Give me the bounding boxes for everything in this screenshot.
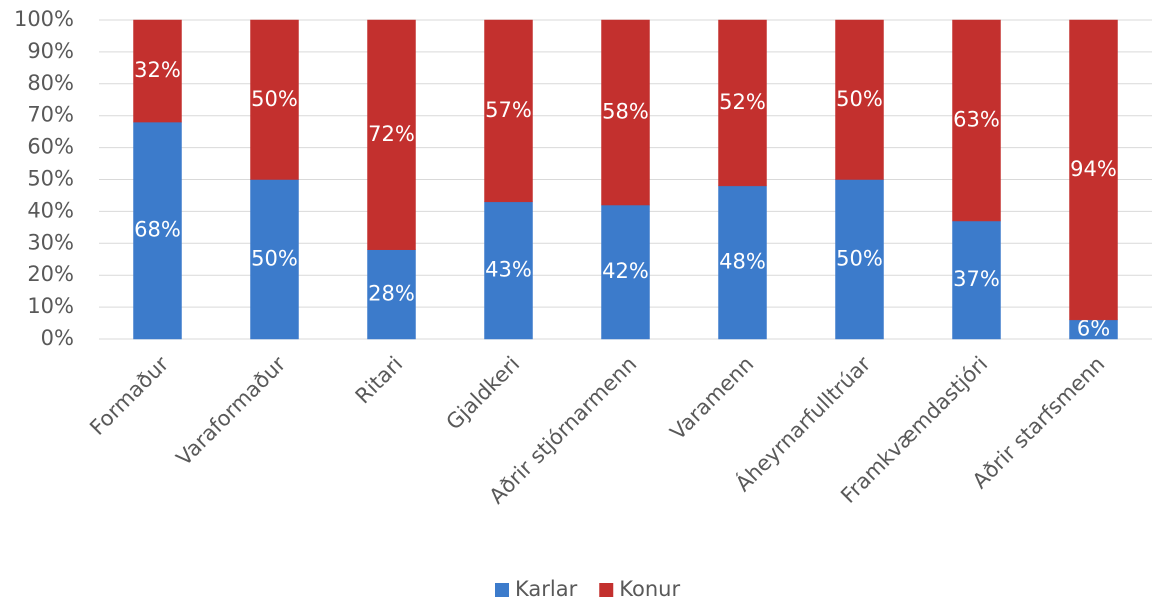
data-label: 72% bbox=[368, 122, 415, 146]
x-tick-label: Varamenn bbox=[666, 352, 759, 445]
bar-segment bbox=[250, 19, 299, 180]
bar-segment bbox=[952, 19, 1001, 222]
bar-segment bbox=[133, 121, 182, 340]
y-tick-label: 0% bbox=[41, 326, 74, 350]
legend-label: Karlar bbox=[515, 577, 578, 601]
bar-segment bbox=[718, 19, 767, 187]
y-tick-label: 80% bbox=[27, 71, 74, 95]
y-tick-label: 90% bbox=[27, 39, 74, 63]
y-tick-label: 100% bbox=[14, 7, 74, 31]
x-tick-label: Formaður bbox=[85, 352, 173, 440]
y-tick-label: 10% bbox=[27, 294, 74, 318]
y-tick-label: 30% bbox=[27, 230, 74, 254]
bar-segment bbox=[952, 220, 1001, 340]
bar-segment bbox=[835, 19, 884, 180]
data-label: 32% bbox=[134, 58, 181, 82]
y-tick-label: 50% bbox=[27, 167, 74, 191]
y-tick-label: 40% bbox=[27, 198, 74, 222]
data-label: 94% bbox=[1070, 157, 1117, 181]
bar-segment bbox=[484, 19, 533, 203]
bar-segment bbox=[835, 179, 884, 340]
data-label: 48% bbox=[719, 249, 766, 273]
bar-segment bbox=[1069, 19, 1118, 321]
x-tick-label: Aðrir starfsmenn bbox=[968, 352, 1109, 493]
data-label: 58% bbox=[602, 100, 649, 124]
data-label: 37% bbox=[953, 267, 1000, 291]
bar-segment bbox=[133, 19, 182, 123]
bar-segment bbox=[367, 19, 416, 250]
data-label: 6% bbox=[1077, 316, 1110, 340]
data-label: 50% bbox=[836, 246, 883, 270]
data-label: 52% bbox=[719, 90, 766, 114]
data-label: 68% bbox=[134, 218, 181, 242]
data-label: 63% bbox=[953, 107, 1000, 131]
data-label: 50% bbox=[251, 87, 298, 111]
y-tick-label: 70% bbox=[27, 103, 74, 127]
bar-segment bbox=[601, 19, 650, 206]
data-label: 50% bbox=[836, 87, 883, 111]
x-tick-label: Ritari bbox=[351, 352, 408, 409]
legend-swatch bbox=[495, 583, 509, 597]
x-tick-label: Gjaldkeri bbox=[442, 352, 525, 435]
bar-segment bbox=[484, 201, 533, 340]
y-tick-label: 60% bbox=[27, 135, 74, 159]
data-label: 28% bbox=[368, 281, 415, 305]
legend-label: Konur bbox=[619, 577, 680, 601]
data-label: 57% bbox=[485, 98, 532, 122]
y-tick-label: 20% bbox=[27, 262, 74, 286]
data-label: 50% bbox=[251, 246, 298, 270]
data-label: 42% bbox=[602, 259, 649, 283]
bar-segment bbox=[718, 185, 767, 340]
bar-segment bbox=[250, 179, 299, 340]
x-tick-label: Varaformaður bbox=[172, 352, 291, 471]
bar-segment bbox=[367, 249, 416, 340]
data-label: 43% bbox=[485, 257, 532, 281]
bar-segment bbox=[601, 204, 650, 340]
legend-swatch bbox=[599, 583, 614, 597]
